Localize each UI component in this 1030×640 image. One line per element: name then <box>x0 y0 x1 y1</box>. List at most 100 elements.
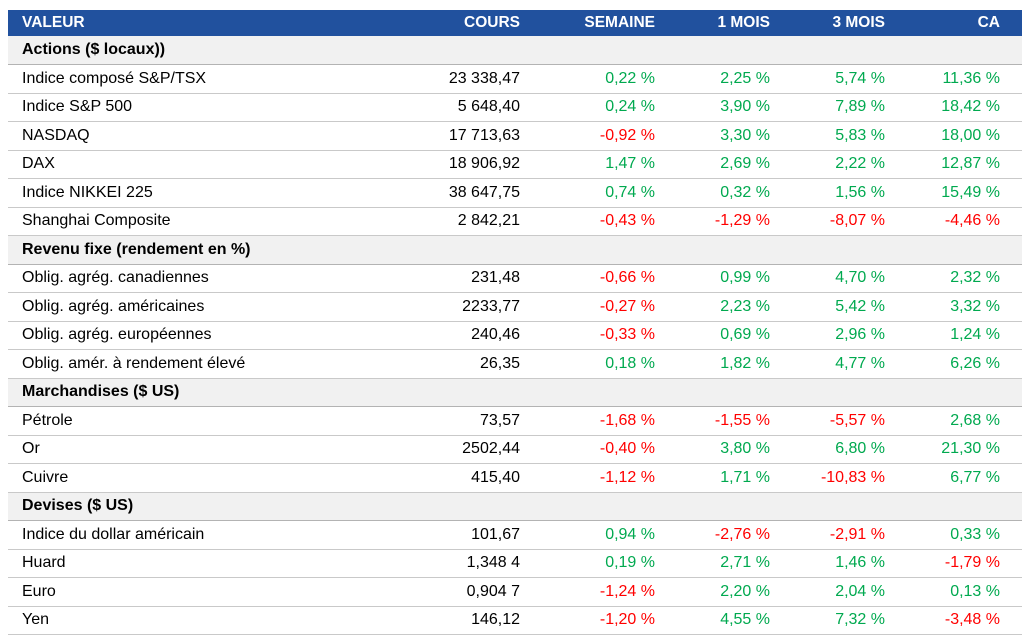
pct-cell: 2,69 % <box>677 150 792 179</box>
row-label: Indice composé S&P/TSX <box>8 64 392 94</box>
pct-cell: -0,43 % <box>542 207 677 236</box>
row-label: Oblig. agrég. européennes <box>8 321 392 350</box>
section-row: Devises ($ US) <box>8 492 1022 521</box>
pct-cell: 6,26 % <box>907 349 1022 379</box>
section-row: Revenu fixe (rendement en %) <box>8 235 1022 265</box>
pct-cell: -2,91 % <box>792 520 907 550</box>
column-header-1mois: 1 MOIS <box>677 10 792 36</box>
pct-cell: 3,30 % <box>677 121 792 151</box>
cours-cell: 18 906,92 <box>392 150 542 179</box>
row-label: Or <box>8 435 392 464</box>
pct-cell: 7,32 % <box>792 606 907 635</box>
pct-cell: 2,22 % <box>792 150 907 179</box>
table-row: Indice composé S&P/TSX 23 338,47 0,22 % 2,2… <box>8 64 1022 94</box>
pct-cell: 3,90 % <box>677 93 792 122</box>
row-label: NASDAQ <box>8 121 392 151</box>
pct-cell: 11,36 % <box>907 64 1022 94</box>
pct-cell: 2,32 % <box>907 264 1022 293</box>
pct-cell: -1,12 % <box>542 463 677 493</box>
column-header-3mois: 3 MOIS <box>792 10 907 36</box>
pct-cell: 12,87 % <box>907 150 1022 179</box>
table-row: Cuivre 415,40 -1,12 % 1,71 % -10,83 % 6,77 % <box>8 463 1022 493</box>
table-row: Oblig. amér. à rendement élevé 26,35 0,18 … <box>8 349 1022 379</box>
row-label: Oblig. agrég. américaines <box>8 292 392 322</box>
pct-cell: 3,32 % <box>907 292 1022 322</box>
pct-cell: 0,13 % <box>907 577 1022 607</box>
cours-cell: 26,35 <box>392 349 542 379</box>
pct-cell: -10,83 % <box>792 463 907 493</box>
cours-cell: 2502,44 <box>392 435 542 464</box>
table-body: Actions ($ locaux)) Indice composé S&P/TS… <box>8 36 1022 635</box>
table-row: Yen 146,12 -1,20 % 4,55 % 7,32 % -3,48 % <box>8 606 1022 635</box>
pct-cell: 1,24 % <box>907 321 1022 350</box>
header-row: VALEUR COURS SEMAINE 1 MOIS 3 MOIS CA <box>8 10 1022 36</box>
pct-cell: 2,20 % <box>677 577 792 607</box>
pct-cell: -1,68 % <box>542 406 677 436</box>
pct-cell: 1,71 % <box>677 463 792 493</box>
pct-cell: 5,74 % <box>792 64 907 94</box>
pct-cell: 2,04 % <box>792 577 907 607</box>
row-label: Pétrole <box>8 406 392 436</box>
row-label: Oblig. agrég. canadiennes <box>8 264 392 293</box>
section-title: Revenu fixe (rendement en %) <box>8 235 1022 265</box>
row-label: Indice S&P 500 <box>8 93 392 122</box>
cours-cell: 1,348 4 <box>392 549 542 578</box>
pct-cell: -2,76 % <box>677 520 792 550</box>
pct-cell: -1,20 % <box>542 606 677 635</box>
table-row: Or 2502,44 -0,40 % 3,80 % 6,80 % 21,30 % <box>8 435 1022 464</box>
cours-cell: 101,67 <box>392 520 542 550</box>
cours-cell: 17 713,63 <box>392 121 542 151</box>
pct-cell: 0,19 % <box>542 549 677 578</box>
column-header-cours: COURS <box>392 10 542 36</box>
pct-cell: -1,79 % <box>907 549 1022 578</box>
cours-cell: 146,12 <box>392 606 542 635</box>
pct-cell: -1,55 % <box>677 406 792 436</box>
pct-cell: 6,77 % <box>907 463 1022 493</box>
table-row: Oblig. agrég. canadiennes 231,48 -0,66 % 0,… <box>8 264 1022 293</box>
pct-cell: 4,55 % <box>677 606 792 635</box>
table-row: DAX 18 906,92 1,47 % 2,69 % 2,22 % 12,87 % <box>8 150 1022 179</box>
pct-cell: 0,18 % <box>542 349 677 379</box>
section-title: Devises ($ US) <box>8 492 1022 521</box>
pct-cell: -4,46 % <box>907 207 1022 236</box>
cours-cell: 73,57 <box>392 406 542 436</box>
pct-cell: 1,46 % <box>792 549 907 578</box>
pct-cell: 3,80 % <box>677 435 792 464</box>
row-label: Yen <box>8 606 392 635</box>
table-row: Indice S&P 500 5 648,40 0,24 % 3,90 % 7,89 %… <box>8 93 1022 122</box>
cours-cell: 2 842,21 <box>392 207 542 236</box>
cours-cell: 415,40 <box>392 463 542 493</box>
table-row: Indice du dollar américain 101,67 0,94 % -2… <box>8 520 1022 550</box>
table-row: Oblig. agrég. européennes 240,46 -0,33 % 0,… <box>8 321 1022 350</box>
market-table: VALEUR COURS SEMAINE 1 MOIS 3 MOIS CA Ac… <box>8 10 1022 635</box>
column-header-valeur: VALEUR <box>8 10 392 36</box>
pct-cell: 4,77 % <box>792 349 907 379</box>
pct-cell: 0,69 % <box>677 321 792 350</box>
table-row: Euro 0,904 7 -1,24 % 2,20 % 2,04 % 0,13 % <box>8 577 1022 607</box>
cours-cell: 231,48 <box>392 264 542 293</box>
pct-cell: 1,56 % <box>792 178 907 208</box>
cours-cell: 0,904 7 <box>392 577 542 607</box>
pct-cell: 4,70 % <box>792 264 907 293</box>
pct-cell: 2,23 % <box>677 292 792 322</box>
section-row: Actions ($ locaux)) <box>8 36 1022 65</box>
section-row: Marchandises ($ US) <box>8 378 1022 407</box>
pct-cell: 2,68 % <box>907 406 1022 436</box>
pct-cell: 2,96 % <box>792 321 907 350</box>
pct-cell: 15,49 % <box>907 178 1022 208</box>
pct-cell: -8,07 % <box>792 207 907 236</box>
row-label: Cuivre <box>8 463 392 493</box>
pct-cell: -0,33 % <box>542 321 677 350</box>
row-label: DAX <box>8 150 392 179</box>
pct-cell: 0,22 % <box>542 64 677 94</box>
pct-cell: 1,82 % <box>677 349 792 379</box>
pct-cell: -1,24 % <box>542 577 677 607</box>
pct-cell: 18,42 % <box>907 93 1022 122</box>
column-header-semaine: SEMAINE <box>542 10 677 36</box>
pct-cell: 0,94 % <box>542 520 677 550</box>
table-row: Oblig. agrég. américaines 2233,77 -0,27 % 2… <box>8 292 1022 322</box>
pct-cell: -0,92 % <box>542 121 677 151</box>
pct-cell: -0,66 % <box>542 264 677 293</box>
pct-cell: 7,89 % <box>792 93 907 122</box>
